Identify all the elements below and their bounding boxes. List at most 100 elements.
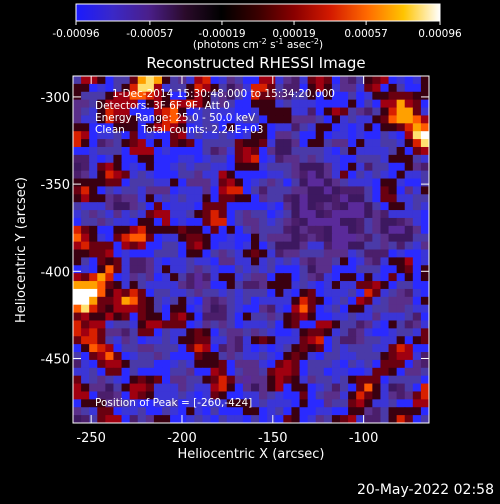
heatmap-pixel — [299, 367, 309, 377]
heatmap-pixel — [162, 107, 171, 116]
heatmap-pixel — [323, 202, 333, 211]
heatmap-pixel — [315, 344, 325, 353]
heatmap-pixel — [242, 154, 252, 164]
heatmap-pixel — [275, 131, 284, 140]
heatmap-pixel — [89, 115, 98, 124]
heatmap-pixel — [356, 131, 365, 140]
heatmap-pixel — [420, 210, 429, 219]
heatmap-pixel — [202, 210, 212, 219]
heatmap-pixel — [129, 146, 139, 156]
heatmap-pixel — [275, 178, 284, 187]
heatmap-pixel — [105, 375, 114, 385]
heatmap-pixel — [226, 115, 236, 124]
heatmap-pixel — [113, 273, 123, 282]
heatmap-pixel — [97, 415, 106, 423]
heatmap-pixel — [129, 320, 139, 329]
info-block: 1-Dec-2014 15:30:48.000 to 15:34:20.000 … — [95, 88, 335, 136]
heatmap-pixel — [210, 352, 220, 361]
heatmap-pixel — [283, 115, 292, 124]
heatmap-pixel — [356, 312, 365, 321]
heatmap-pixel — [218, 217, 228, 227]
heatmap-pixel — [145, 328, 155, 337]
heatmap-pixel — [153, 217, 163, 227]
heatmap-pixel — [315, 304, 325, 314]
heatmap-pixel — [388, 265, 398, 274]
heatmap-pixel — [291, 186, 301, 195]
heatmap-pixel — [89, 336, 98, 345]
heatmap-pixel — [170, 123, 179, 132]
heatmap-pixel — [73, 281, 82, 290]
heatmap-pixel — [307, 76, 317, 85]
heatmap-pixel — [299, 383, 309, 392]
heatmap-pixel — [291, 91, 301, 101]
heatmap-pixel — [186, 202, 195, 211]
heatmap-pixel — [340, 352, 349, 361]
heatmap-pixel — [412, 296, 422, 306]
heatmap-pixel — [299, 83, 309, 93]
heatmap-pixel — [331, 304, 341, 314]
heatmap-pixel — [283, 359, 292, 369]
heatmap-pixel — [364, 83, 373, 93]
heatmap-pixel — [121, 320, 131, 329]
heatmap-pixel — [291, 249, 301, 258]
heatmap-pixel — [89, 146, 98, 156]
y-axis-ticks: -300-350-400-450 — [40, 91, 429, 367]
heatmap-pixel — [162, 344, 171, 353]
heatmap-pixel — [259, 241, 268, 250]
heatmap-pixel — [307, 233, 317, 243]
heatmap-pixel — [323, 391, 333, 400]
heatmap-pixel — [210, 391, 220, 400]
heatmap-pixel — [210, 170, 220, 180]
heatmap-pixel — [380, 154, 390, 164]
heatmap-pixel — [210, 415, 220, 423]
heatmap-pixel — [388, 194, 398, 203]
heatmap-pixel — [129, 123, 139, 132]
heatmap-pixel — [170, 296, 179, 306]
heatmap-pixel — [186, 304, 195, 314]
heatmap-pixel — [186, 359, 195, 369]
heatmap-pixel — [129, 162, 139, 172]
heatmap-pixel — [420, 194, 429, 203]
heatmap-pixel — [259, 91, 268, 101]
x-tick-label: -100 — [349, 431, 379, 446]
heatmap-pixel — [283, 76, 292, 85]
heatmap-pixel — [380, 344, 390, 353]
heatmap-pixel — [412, 399, 422, 408]
heatmap-pixel — [283, 178, 292, 187]
heatmap-pixel — [162, 202, 171, 211]
heatmap-pixel — [81, 186, 90, 195]
heatmap-pixel — [283, 407, 292, 416]
heatmap-pixel — [396, 304, 406, 314]
heatmap-pixel — [73, 304, 82, 314]
heatmap-pixel — [364, 123, 373, 132]
heatmap-pixel — [372, 91, 381, 101]
heatmap-pixel — [267, 210, 276, 219]
heatmap-pixel — [113, 288, 123, 298]
heatmap-pixel — [331, 139, 341, 148]
heatmap-pixel — [162, 139, 171, 148]
heatmap-pixel — [137, 312, 147, 321]
heatmap-pixel — [81, 107, 90, 116]
y-tick-label: -350 — [40, 178, 70, 193]
heatmap-pixel — [81, 336, 90, 345]
heatmap-pixel — [121, 241, 131, 250]
heatmap-pixel — [89, 367, 98, 377]
heatmap-pixel — [153, 415, 163, 423]
heatmap-pixel — [331, 210, 341, 219]
heatmap-pixel — [275, 265, 284, 274]
heatmap-pixel — [113, 91, 123, 101]
heatmap-pixel — [121, 407, 131, 416]
heatmap-pixel — [210, 123, 220, 132]
heatmap-pixel — [97, 367, 106, 377]
heatmap-pixel — [162, 359, 171, 369]
heatmap-pixel — [315, 76, 325, 85]
heatmap-pixel — [194, 367, 203, 377]
heatmap-pixel — [129, 391, 139, 400]
heatmap-pixel — [73, 202, 82, 211]
heatmap-pixel — [234, 375, 244, 385]
heatmap-pixel — [267, 186, 276, 195]
heatmap-pixel — [356, 210, 365, 219]
heatmap-pixel — [73, 328, 82, 337]
heatmap-pixel — [315, 186, 325, 195]
heatmap-pixel — [89, 233, 98, 243]
